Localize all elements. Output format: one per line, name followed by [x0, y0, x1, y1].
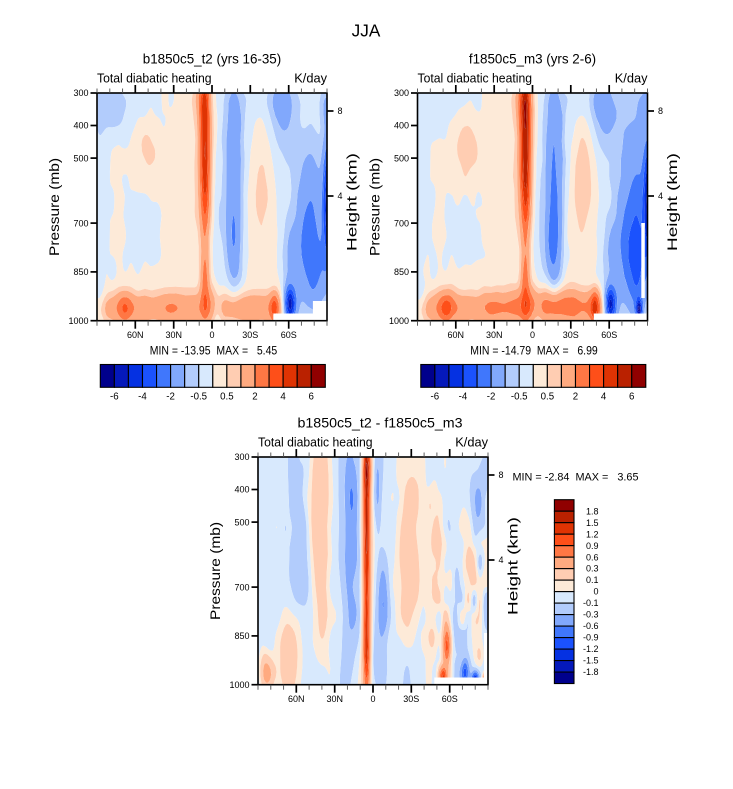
svg-text:300: 300: [394, 88, 409, 98]
svg-text:0: 0: [530, 330, 535, 340]
svg-text:Total diabatic heating: Total diabatic heating: [258, 434, 373, 449]
svg-text:-6: -6: [431, 392, 440, 403]
svg-text:b1850c5_t2 - f1850c5_m3: b1850c5_t2 - f1850c5_m3: [298, 416, 463, 431]
svg-text:60N: 60N: [448, 330, 465, 340]
svg-text:-0.6: -0.6: [583, 621, 599, 631]
svg-text:850: 850: [73, 267, 88, 277]
svg-text:-4: -4: [459, 392, 468, 403]
svg-text:8: 8: [499, 470, 504, 480]
svg-text:2: 2: [252, 392, 257, 403]
svg-text:K/day: K/day: [615, 70, 648, 85]
svg-text:0: 0: [370, 694, 375, 704]
svg-text:4: 4: [499, 555, 504, 565]
svg-text:-1.5: -1.5: [583, 656, 599, 666]
svg-text:-0.9: -0.9: [583, 633, 599, 643]
svg-text:-2: -2: [487, 392, 496, 403]
svg-text:60S: 60S: [281, 330, 297, 340]
svg-text:0.5: 0.5: [541, 392, 554, 403]
svg-text:30S: 30S: [403, 694, 419, 704]
svg-text:-0.1: -0.1: [583, 598, 599, 608]
svg-text:30N: 30N: [326, 694, 343, 704]
svg-text:850: 850: [234, 631, 249, 641]
svg-text:60S: 60S: [442, 694, 458, 704]
svg-text:500: 500: [394, 153, 409, 163]
svg-text:Total diabatic heating: Total diabatic heating: [418, 70, 533, 85]
svg-text:Height (km): Height (km): [506, 517, 521, 615]
svg-text:400: 400: [73, 121, 88, 131]
svg-text:400: 400: [234, 485, 249, 495]
svg-text:400: 400: [394, 121, 409, 131]
svg-text:1.8: 1.8: [586, 506, 599, 516]
svg-text:-0.5: -0.5: [190, 392, 207, 403]
svg-text:-2: -2: [166, 392, 175, 403]
svg-text:30S: 30S: [242, 330, 258, 340]
svg-text:0.9: 0.9: [586, 541, 599, 551]
svg-text:Pressure (mb): Pressure (mb): [368, 158, 383, 256]
svg-text:2: 2: [573, 392, 578, 403]
svg-text:8: 8: [658, 106, 663, 116]
svg-text:300: 300: [73, 88, 88, 98]
svg-text:300: 300: [234, 452, 249, 462]
svg-text:60N: 60N: [127, 330, 144, 340]
svg-text:-1.8: -1.8: [583, 667, 599, 677]
svg-text:MIN = -14.79 MAX = 6.99: MIN = -14.79 MAX = 6.99: [470, 346, 598, 358]
svg-text:30S: 30S: [563, 330, 579, 340]
svg-text:4: 4: [658, 191, 663, 201]
svg-text:-0.3: -0.3: [583, 610, 599, 620]
svg-text:6: 6: [629, 392, 634, 403]
svg-text:30N: 30N: [486, 330, 503, 340]
svg-text:0: 0: [209, 330, 214, 340]
svg-text:700: 700: [234, 582, 249, 592]
svg-text:MIN = -2.84 MAX = 3.65: MIN = -2.84 MAX = 3.65: [513, 472, 639, 484]
svg-text:850: 850: [394, 267, 409, 277]
svg-text:K/day: K/day: [455, 434, 488, 449]
svg-text:1000: 1000: [68, 316, 88, 326]
svg-text:1000: 1000: [389, 316, 409, 326]
svg-text:0.1: 0.1: [586, 575, 599, 585]
svg-text:-6: -6: [110, 392, 119, 403]
svg-text:4: 4: [338, 191, 343, 201]
svg-text:8: 8: [338, 106, 343, 116]
svg-text:700: 700: [394, 218, 409, 228]
svg-text:1.5: 1.5: [586, 518, 599, 528]
svg-text:500: 500: [73, 153, 88, 163]
svg-text:-4: -4: [138, 392, 147, 403]
svg-text:0: 0: [593, 587, 598, 597]
svg-text:-1.2: -1.2: [583, 644, 599, 654]
svg-text:6: 6: [309, 392, 314, 403]
svg-text:500: 500: [234, 517, 249, 527]
svg-text:0.5: 0.5: [220, 392, 233, 403]
svg-text:60S: 60S: [601, 330, 617, 340]
svg-text:MIN = -13.95 MAX = 5.45: MIN = -13.95 MAX = 5.45: [150, 346, 278, 358]
svg-text:Height (km): Height (km): [345, 153, 360, 251]
svg-text:Total diabatic heating: Total diabatic heating: [97, 70, 212, 85]
svg-text:0.3: 0.3: [586, 564, 599, 574]
svg-text:1000: 1000: [229, 680, 249, 690]
svg-text:b1850c5_t2 (yrs 16-35): b1850c5_t2 (yrs 16-35): [143, 52, 281, 67]
svg-text:-0.5: -0.5: [511, 392, 528, 403]
svg-text:Pressure (mb): Pressure (mb): [208, 522, 223, 620]
svg-text:f1850c5_m3 (yrs 2-6): f1850c5_m3 (yrs 2-6): [469, 52, 596, 67]
svg-text:4: 4: [601, 392, 607, 403]
svg-text:700: 700: [73, 218, 88, 228]
svg-text:JJA: JJA: [352, 21, 381, 41]
svg-text:4: 4: [280, 392, 286, 403]
svg-text:Pressure (mb): Pressure (mb): [47, 158, 62, 256]
svg-text:30N: 30N: [165, 330, 182, 340]
svg-text:1.2: 1.2: [586, 529, 599, 539]
svg-text:60N: 60N: [288, 694, 305, 704]
svg-text:K/day: K/day: [294, 70, 327, 85]
svg-text:Height (km): Height (km): [665, 153, 680, 251]
svg-text:0.6: 0.6: [586, 552, 599, 562]
